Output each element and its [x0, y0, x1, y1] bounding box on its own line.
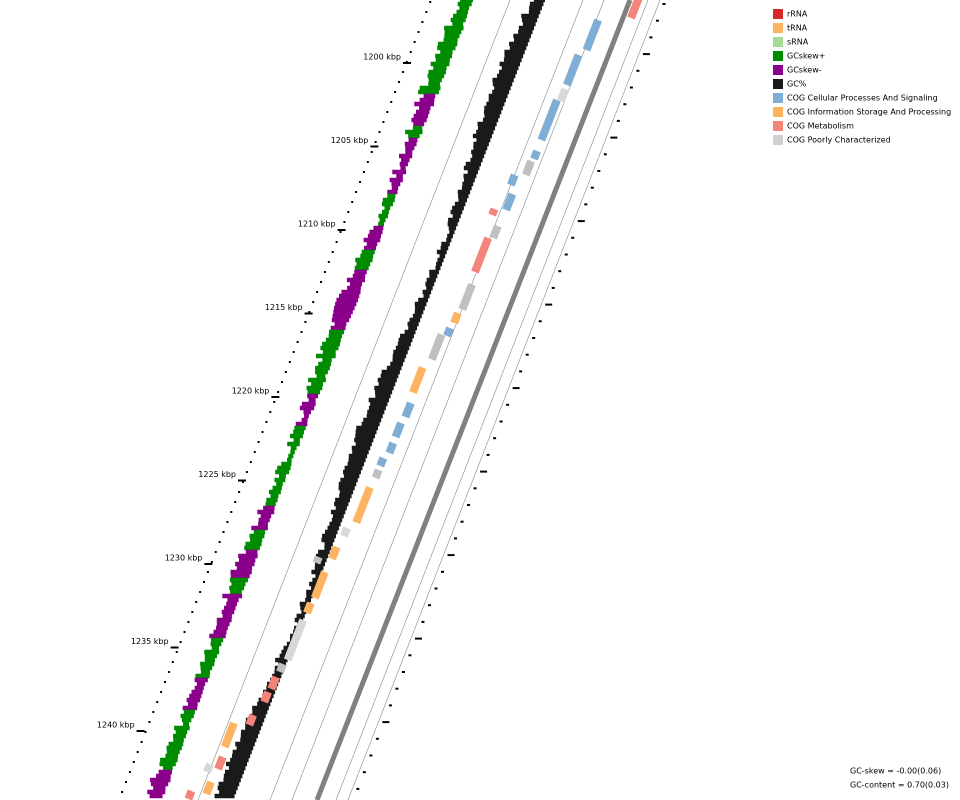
tick-label: 1220 kbp [232, 387, 270, 396]
tracks: 1200 kbp 1205 kbp 1210 kbp 1215 kbp 1220 kbp… [97, 0, 666, 800]
gene [458, 283, 476, 311]
legend-label: COG Metabolism [787, 122, 854, 131]
legend-label: tRNA [787, 24, 808, 33]
tick-label: 1225 kbp [198, 470, 236, 479]
gene [203, 762, 214, 774]
ring-line [197, 0, 511, 800]
legend-label: COG Information Storage And Processing [787, 108, 951, 117]
gene [563, 53, 583, 87]
legend-label: GCskew- [787, 66, 822, 75]
gene [530, 149, 541, 161]
legend-swatch [773, 51, 783, 61]
stat-text: GC-content = 0.70(0.03) [850, 781, 949, 790]
gene [443, 326, 454, 338]
stat-text: GC-skew = -0.00(0.06) [850, 767, 941, 776]
gene [245, 713, 257, 727]
gene [260, 690, 272, 704]
gene [385, 441, 397, 455]
gene [502, 192, 517, 212]
stats: GC-skew = -0.00(0.06) GC-content = 0.70(0… [850, 767, 949, 790]
gene [522, 159, 535, 177]
gene [220, 721, 238, 749]
gene [311, 570, 329, 600]
gene [391, 421, 405, 439]
gene [507, 173, 519, 187]
gene [489, 224, 502, 240]
legend-swatch [773, 135, 783, 145]
legend-label: COG Poorly Characterized [787, 136, 891, 145]
legend-swatch [773, 79, 783, 89]
tick-label: 1205 kbp [331, 136, 369, 145]
ring-line [347, 0, 661, 800]
legend-swatch [773, 9, 783, 19]
ring-line [269, 0, 584, 800]
gene [283, 618, 307, 662]
gene [376, 456, 388, 468]
legend-swatch [773, 37, 783, 47]
tick-label: 1240 kbp [97, 721, 135, 730]
gene [582, 18, 602, 52]
gene [556, 87, 570, 103]
legend-swatch [773, 121, 783, 131]
tick-label: 1235 kbp [131, 637, 169, 646]
gene [488, 207, 499, 217]
ring-line [335, 0, 649, 800]
legend: rRNA tRNA sRNA GCskew+ GCskew- GC% COG Cellula… [773, 9, 951, 145]
gene [450, 311, 462, 325]
tick-label: 1210 kbp [298, 220, 336, 229]
gene [303, 601, 315, 615]
ring-line [291, 0, 605, 800]
gene [312, 555, 323, 565]
legend-label: sRNA [787, 38, 809, 47]
tick-label: 1230 kbp [165, 554, 203, 563]
gene [214, 755, 227, 771]
legend-swatch [773, 93, 783, 103]
gene [409, 366, 427, 394]
gene [276, 662, 287, 674]
legend-label: GC% [787, 80, 807, 89]
gene [267, 675, 280, 691]
gene [371, 468, 383, 480]
legend-label: COG Cellular Processes And Signaling [787, 94, 938, 103]
gene [537, 98, 561, 142]
backbone [314, 0, 633, 800]
legend-label: rRNA [787, 10, 808, 19]
gene [202, 780, 215, 796]
legend-swatch [773, 23, 783, 33]
gene [401, 401, 415, 419]
tick-label: 1200 kbp [363, 53, 401, 62]
gene [428, 333, 446, 361]
legend-label: GCskew+ [787, 52, 825, 61]
legend-swatch [773, 65, 783, 75]
gene [352, 486, 374, 524]
legend-swatch [773, 107, 783, 117]
gene [328, 545, 341, 561]
gene [471, 236, 492, 274]
gene [627, 0, 643, 20]
gene [184, 789, 196, 800]
tick-label: 1215 kbp [265, 303, 303, 312]
gene [340, 526, 351, 538]
